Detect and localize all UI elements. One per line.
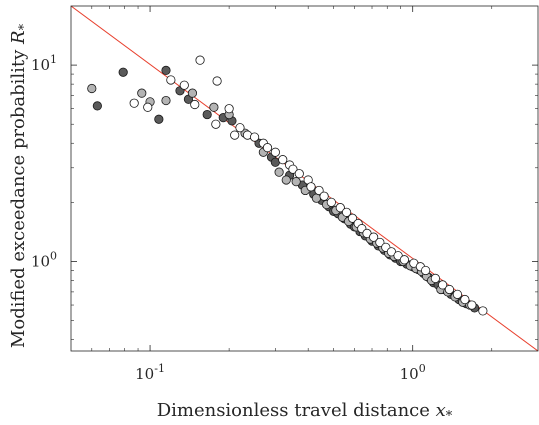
data-point <box>444 284 455 295</box>
data-point <box>399 255 410 265</box>
data-point <box>143 102 153 112</box>
data-point <box>161 95 171 106</box>
data-point <box>326 197 336 207</box>
data-point <box>452 289 463 299</box>
x-axis-label: Dimensionless travel distance x* <box>157 400 453 424</box>
y-tick-label: 101 <box>31 53 57 74</box>
data-point <box>386 247 397 257</box>
data-point <box>347 213 358 223</box>
data-point <box>270 147 280 157</box>
data-point <box>375 237 385 248</box>
data-point <box>118 67 128 77</box>
data-point <box>195 55 205 65</box>
data-point <box>179 80 189 90</box>
data-point <box>467 300 477 310</box>
data-point <box>369 232 379 242</box>
data-point <box>478 306 488 316</box>
data-point <box>209 102 219 112</box>
data-point <box>314 185 324 196</box>
data-point <box>87 83 97 94</box>
data-point <box>319 191 329 201</box>
data-point <box>224 104 234 114</box>
data-point <box>341 207 352 217</box>
plot-frame <box>70 5 539 352</box>
data-point <box>129 98 139 108</box>
x-tick-label: 10-1 <box>135 362 165 383</box>
data-point <box>212 76 222 86</box>
data-point <box>274 167 284 177</box>
data-point <box>311 193 322 203</box>
data-point <box>306 182 316 192</box>
data-point <box>92 101 102 111</box>
data-point <box>211 119 221 129</box>
data-point <box>187 88 198 98</box>
y-axis-label: Modified exceedance probability R* <box>8 23 32 348</box>
data-point <box>235 123 245 133</box>
data-point <box>249 132 260 142</box>
data-point <box>230 130 240 140</box>
data-point <box>281 175 291 185</box>
data-point <box>288 164 298 174</box>
data-point <box>438 280 448 290</box>
data-point <box>202 109 212 120</box>
data-point <box>278 155 288 165</box>
y-tick-label: 100 <box>31 249 57 270</box>
data-point <box>166 75 176 85</box>
data-point <box>262 143 273 153</box>
data-point <box>460 294 470 305</box>
data-point <box>421 265 431 276</box>
data-point <box>190 99 200 110</box>
data-point <box>291 177 301 187</box>
data-point <box>294 169 304 179</box>
data-point <box>335 203 345 213</box>
data-point <box>154 114 164 124</box>
x-tick-label: 100 <box>400 362 426 383</box>
data-point <box>430 273 440 283</box>
data-point <box>161 65 171 75</box>
data-point <box>137 88 147 98</box>
